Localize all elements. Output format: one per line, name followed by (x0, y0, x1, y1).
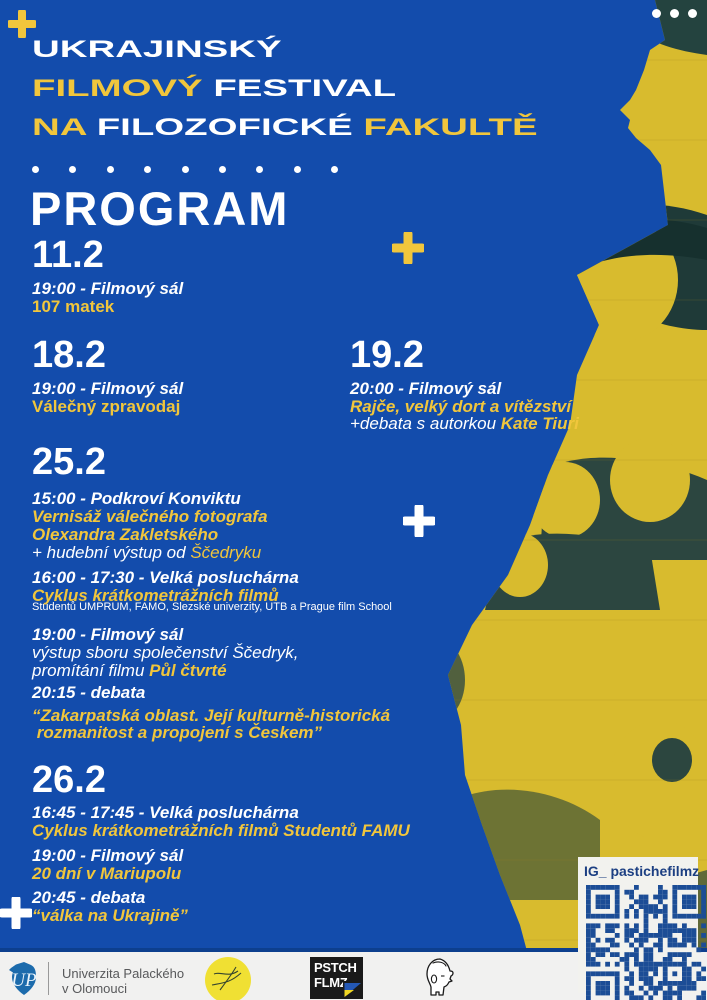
svg-text:UP: UP (11, 970, 37, 991)
